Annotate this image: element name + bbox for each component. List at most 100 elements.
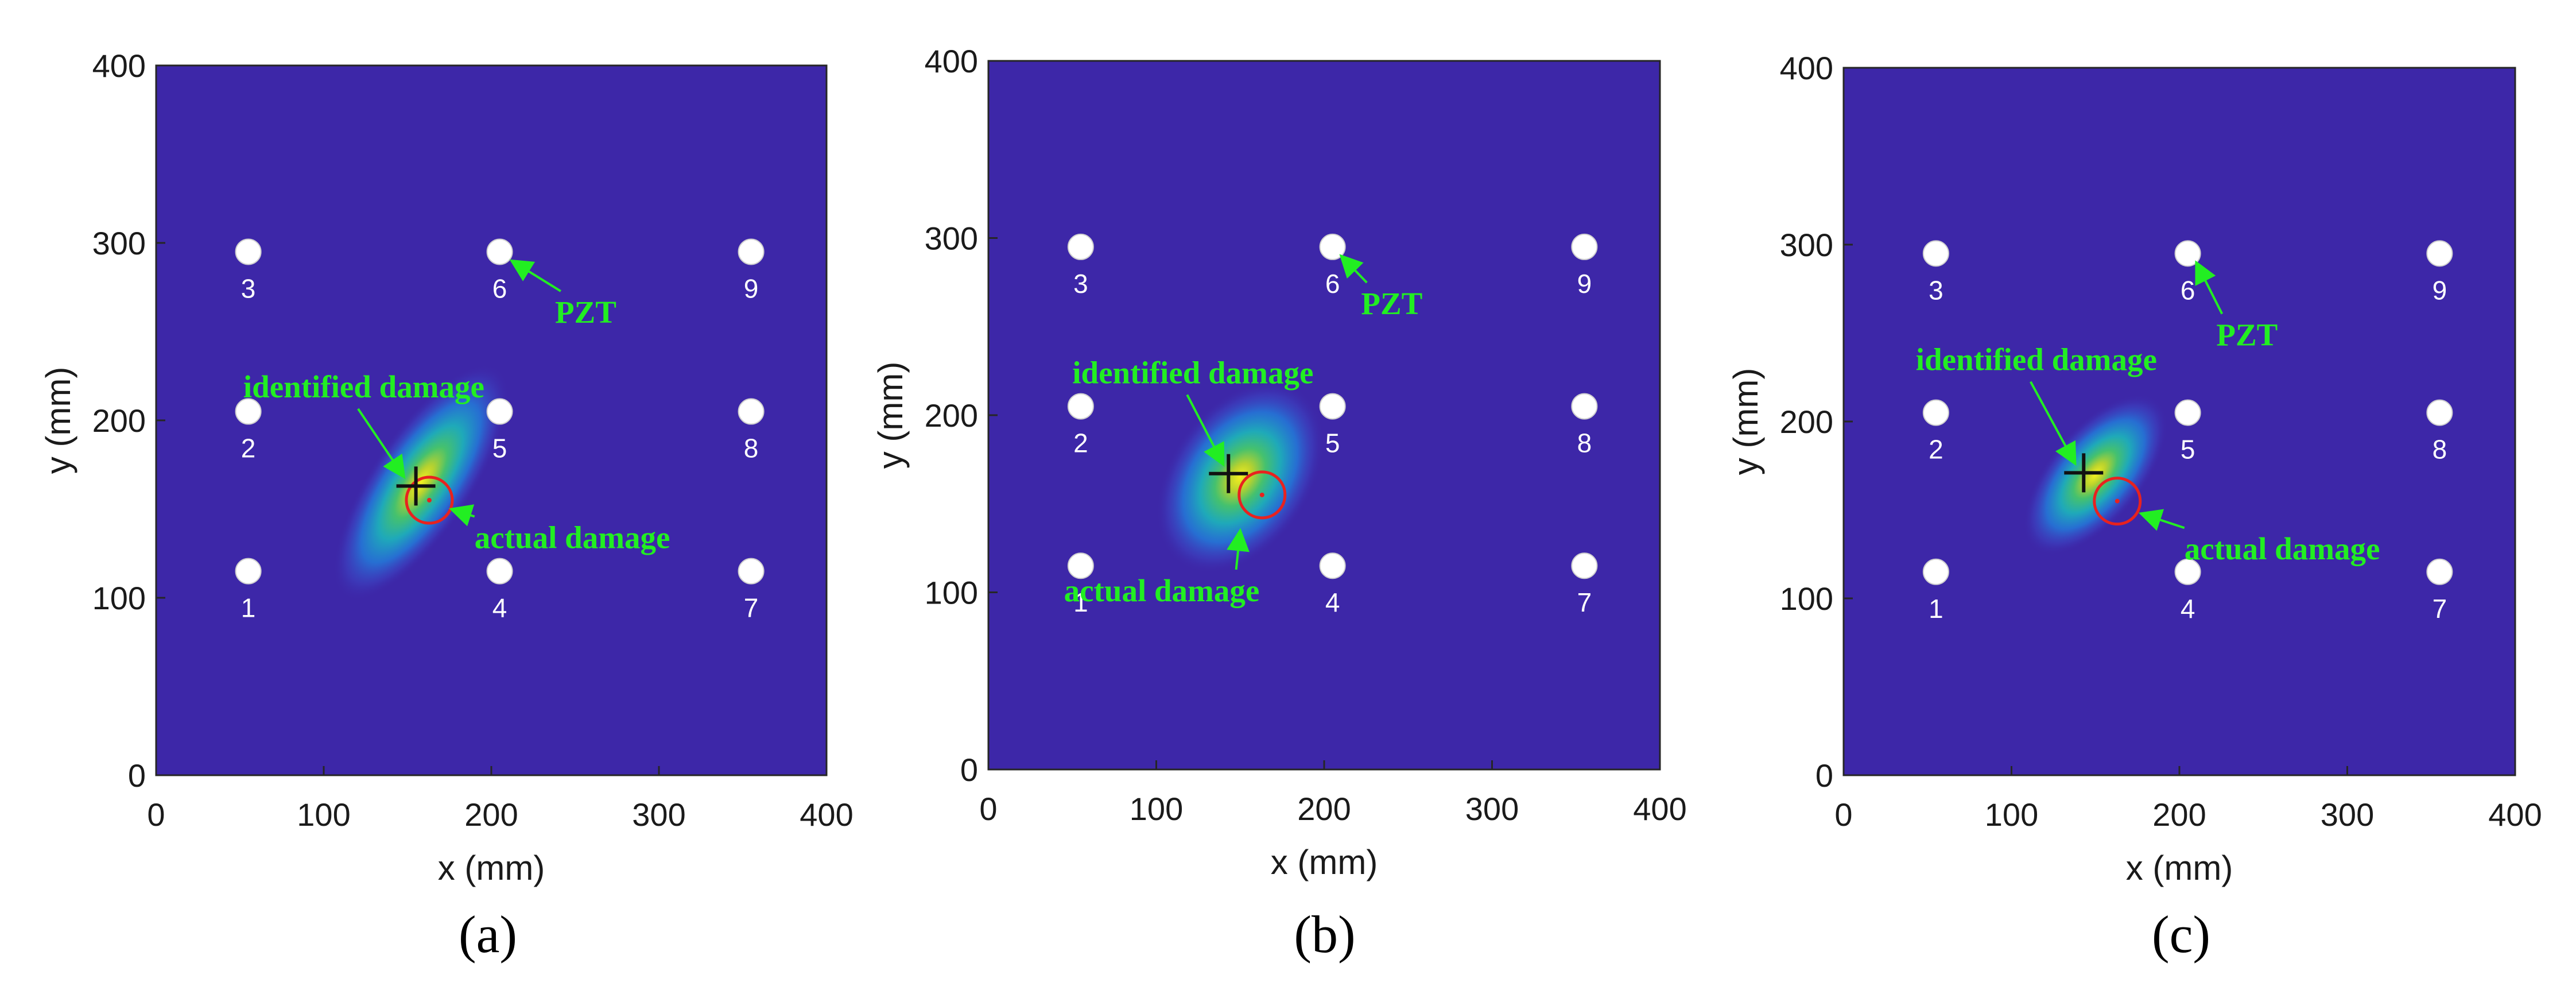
panel-b-sensor-label-8: 8 (1577, 428, 1592, 458)
panel-c-x-tick-label: 300 (2321, 796, 2374, 833)
panel-a-pzt-sensor-9 (738, 238, 765, 265)
panel-b-sensor-label-7: 7 (1577, 587, 1592, 617)
panel-c-x-tick-label: 400 (2488, 796, 2542, 833)
panel-c-damage-hotspot (2023, 394, 2168, 555)
panel-a-pzt-sensor-2 (235, 398, 262, 425)
panel-a-y-axis-label: y (mm) (39, 367, 77, 474)
panel-b-pzt-arrow (1339, 254, 1368, 284)
panel-a-pzt-sensor-5 (486, 398, 513, 425)
panel-c-sensor-label-1: 1 (1929, 594, 1943, 624)
panel-a-pzt-sensor-7 (738, 558, 765, 585)
panel-c-x-tick-label: 200 (2152, 796, 2206, 833)
panel-a-x-tick-label: 200 (464, 796, 518, 833)
panel-a-identified-damage-arrow (357, 408, 406, 479)
panel-a-sensor-label-3: 3 (241, 273, 256, 303)
panel-c-actual-damage-annotation: actual damage (2185, 531, 2380, 566)
panel-c-pzt-annotation: PZT (2216, 318, 2278, 353)
panel-c-y-axis-label: y (mm) (1727, 368, 1765, 475)
panel-c-y-tick-label: 400 (1780, 50, 1833, 86)
panel-a-pzt-sensor-1 (235, 558, 262, 585)
panel-c-sensor-label-3: 3 (1929, 275, 1943, 305)
panel-a-pzt-arrow (509, 259, 562, 292)
panel-b-pzt-sensor-6 (1319, 233, 1346, 260)
panel-b-x-tick-label: 0 (979, 791, 997, 827)
panel-c-y-tick-label: 200 (1780, 404, 1833, 440)
panel-b-actual-damage-circle (1237, 470, 1287, 520)
panel-c-pzt-sensor-9 (2426, 240, 2453, 267)
panel-c-x-tick-label: 100 (1985, 796, 2038, 833)
panel-b-actual-damage-annotation: actual damage (1064, 573, 1260, 608)
panel-c-pzt-sensor-2 (1922, 399, 1949, 426)
panel-a-x-tick-label: 400 (800, 796, 853, 833)
panel-b-caption: (b) (1294, 905, 1355, 964)
panel-c-pzt-sensor-1 (1922, 558, 1949, 585)
panel-c-actual-damage-circle (2093, 477, 2142, 526)
panel-c-actual-damage-center (2115, 498, 2120, 504)
panel-b-x-tick-label: 100 (1130, 791, 1183, 827)
panel-c-sensor-label-6: 6 (2181, 275, 2195, 305)
panel-b-pzt-sensor-3 (1067, 233, 1094, 260)
panel-b-sensor-label-1: 1 (1073, 587, 1088, 617)
panel-b-y-tick-label: 200 (925, 397, 978, 434)
panel-c-pzt-sensor-6 (2174, 240, 2201, 267)
panel-c-pzt-sensor-7 (2426, 558, 2453, 585)
panel-a-pzt-annotation: PZT (555, 295, 616, 330)
panel-a-actual-damage-annotation: actual damage (475, 520, 670, 555)
panel-b-pzt-sensor-2 (1067, 393, 1094, 420)
panel-b-x-tick-label: 400 (1633, 791, 1686, 827)
panel-b-pzt-sensor-5 (1319, 393, 1346, 420)
panel-a-x-axis-label: x (mm) (438, 849, 545, 887)
panel-c-y-tick-label: 300 (1780, 227, 1833, 263)
panel-b-identified-damage-marker (1209, 454, 1248, 493)
panel-a-y-tick-label: 300 (92, 225, 146, 261)
panel-c-sensor-label-9: 9 (2433, 275, 2447, 305)
panel-c-identified-damage-arrow (2030, 381, 2077, 466)
panel-b-y-tick-label: 300 (925, 221, 978, 257)
panel-a-actual-damage-circle (405, 475, 454, 525)
panel-c-identified-damage-marker (2064, 453, 2104, 493)
panel-b-damage-hotspot (1156, 381, 1325, 574)
panel-a-y-tick-label: 100 (92, 580, 146, 616)
panel-b-pzt-annotation: PZT (1361, 286, 1422, 321)
panel-b-y-tick-label: 100 (925, 575, 978, 611)
panel-b-x-tick-label: 300 (1465, 791, 1519, 827)
panel-b-actual-damage-arrow (1227, 528, 1250, 570)
panel-b-pzt-sensor-8 (1571, 393, 1598, 420)
panel-a-sensor-label-7: 7 (744, 593, 759, 623)
panel-a-pzt-sensor-4 (486, 558, 513, 585)
panel-b-pzt-sensor-4 (1319, 552, 1346, 579)
panel-c: 0 100 200 300 400 0 100 200 300 400 x (mm) y (mm) 1 2… (1727, 50, 2542, 964)
panel-a-identified-damage-annotation: identified damage (243, 369, 484, 404)
panel-a-pzt-sensor-8 (738, 398, 765, 425)
panel-a-sensor-label-9: 9 (744, 273, 759, 303)
panel-c-pzt-sensor-3 (1922, 240, 1949, 267)
panel-a-x-tick-label: 300 (632, 796, 685, 833)
panel-b-sensor-label-9: 9 (1577, 269, 1592, 299)
panel-b-x-axis-label: x (mm) (1271, 843, 1378, 881)
panel-b-sensor-label-5: 5 (1325, 428, 1340, 458)
panel-a-x-tick-label: 100 (297, 796, 350, 833)
panel-c-sensor-label-4: 4 (2181, 594, 2195, 624)
panel-a-pzt-sensor-6 (486, 238, 513, 265)
panel-a-actual-damage-arrow (449, 504, 475, 527)
panel-c-sensor-label-2: 2 (1929, 435, 1943, 465)
panel-b-pzt-sensor-7 (1571, 552, 1598, 579)
panel-c-y-tick-label: 0 (1815, 757, 1833, 794)
panel-c-pzt-sensor-5 (2174, 399, 2201, 426)
panel-b-identified-damage-arrow (1186, 394, 1225, 467)
panel-b-sensor-label-4: 4 (1325, 587, 1340, 617)
panel-a-y-tick-label: 400 (92, 48, 146, 84)
panel-b-y-axis-label: y (mm) (871, 362, 910, 469)
panel-a-damage-hotspot (333, 364, 509, 601)
panel-a-y-tick-label: 200 (92, 403, 146, 439)
panel-b-identified-damage-annotation: identified damage (1072, 355, 1313, 390)
panel-a-sensor-label-2: 2 (241, 434, 256, 463)
panel-c-sensor-label-8: 8 (2433, 435, 2447, 465)
panel-b-x-tick-label: 200 (1297, 791, 1351, 827)
panel-a-caption: (a) (459, 905, 517, 964)
panel-b: 0 100 200 300 400 0 100 200 300 400 x (mm) y (mm) 1 2… (871, 43, 1687, 964)
panel-b-y-tick-label: 400 (925, 43, 978, 79)
panel-a: 0 100 200 300 400 0 100 200 300 400 x (mm) y (mm) 1 2… (39, 48, 854, 964)
panel-a-sensor-label-4: 4 (492, 593, 507, 623)
